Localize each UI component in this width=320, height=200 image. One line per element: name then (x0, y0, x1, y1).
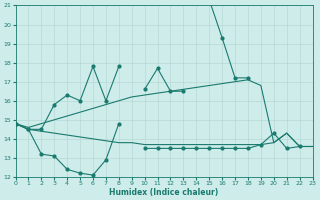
X-axis label: Humidex (Indice chaleur): Humidex (Indice chaleur) (109, 188, 219, 197)
